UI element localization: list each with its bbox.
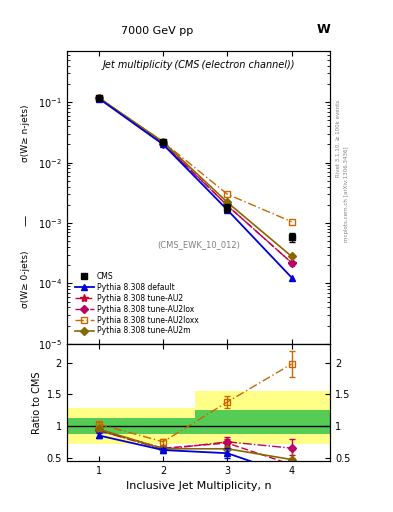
Line: Pythia 8.308 tune-AU2lox: Pythia 8.308 tune-AU2lox xyxy=(96,95,294,266)
Text: Jet multiplicity (CMS (electron channel)): Jet multiplicity (CMS (electron channel)… xyxy=(102,60,295,70)
Line: Pythia 8.308 tune-AU2m: Pythia 8.308 tune-AU2m xyxy=(96,95,294,259)
Text: (CMS_EWK_10_012): (CMS_EWK_10_012) xyxy=(157,240,240,249)
Pythia 8.308 default xyxy=(97,96,101,102)
Text: —: — xyxy=(21,216,31,226)
Pythia 8.308 default xyxy=(225,207,230,213)
Pythia 8.308 tune-AU2 xyxy=(289,260,294,266)
Line: Pythia 8.308 default: Pythia 8.308 default xyxy=(95,95,295,281)
Text: σ(W≥ 0-jets): σ(W≥ 0-jets) xyxy=(22,251,31,308)
Text: σ(W≥ n-jets): σ(W≥ n-jets) xyxy=(22,104,31,162)
Pythia 8.308 tune-AU2m xyxy=(289,253,294,260)
Pythia 8.308 tune-AU2m xyxy=(161,139,165,145)
X-axis label: Inclusive Jet Multiplicity, n: Inclusive Jet Multiplicity, n xyxy=(126,481,271,491)
Pythia 8.308 tune-AU2m xyxy=(97,95,101,101)
Y-axis label: Ratio to CMS: Ratio to CMS xyxy=(32,371,42,434)
Line: Pythia 8.308 tune-AU2: Pythia 8.308 tune-AU2 xyxy=(95,94,296,267)
Text: 7000 GeV pp: 7000 GeV pp xyxy=(121,26,193,36)
Pythia 8.308 tune-AU2 xyxy=(225,202,230,208)
Pythia 8.308 default xyxy=(161,141,165,147)
Text: mcplots.cern.ch [arXiv:1306.3436]: mcplots.cern.ch [arXiv:1306.3436] xyxy=(344,147,349,242)
Pythia 8.308 tune-AU2lox xyxy=(225,202,230,208)
Pythia 8.308 default xyxy=(289,274,294,281)
Line: Pythia 8.308 tune-AU2loxx: Pythia 8.308 tune-AU2loxx xyxy=(95,94,295,225)
Pythia 8.308 tune-AU2 xyxy=(97,95,101,101)
Pythia 8.308 tune-AU2loxx xyxy=(289,219,294,225)
Pythia 8.308 tune-AU2loxx xyxy=(161,139,165,145)
Text: W: W xyxy=(316,23,330,36)
Pythia 8.308 tune-AU2loxx xyxy=(97,95,101,101)
Legend: CMS, Pythia 8.308 default, Pythia 8.308 tune-AU2, Pythia 8.308 tune-AU2lox, Pyth: CMS, Pythia 8.308 default, Pythia 8.308 … xyxy=(73,270,200,337)
Pythia 8.308 tune-AU2m xyxy=(225,199,230,205)
Pythia 8.308 tune-AU2lox xyxy=(161,141,165,147)
Pythia 8.308 tune-AU2lox xyxy=(289,260,294,266)
Pythia 8.308 tune-AU2loxx xyxy=(225,191,230,197)
Pythia 8.308 tune-AU2 xyxy=(161,140,165,146)
Text: Rivet 3.1.10, ≥ 100k events: Rivet 3.1.10, ≥ 100k events xyxy=(336,100,341,177)
Pythia 8.308 tune-AU2lox xyxy=(97,95,101,101)
